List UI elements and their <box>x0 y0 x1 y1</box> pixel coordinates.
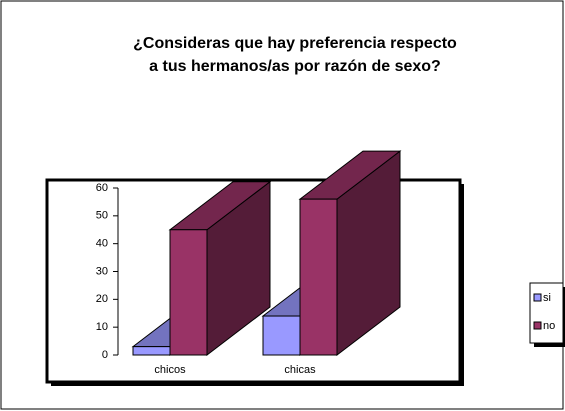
y-tick-label: 50 <box>96 210 108 222</box>
chart-title: ¿Consideras que hay preferencia respecto… <box>133 35 457 75</box>
bar <box>168 180 272 357</box>
x-tick-label: chicas <box>284 364 316 376</box>
bar-front <box>299 198 338 356</box>
bar-front <box>169 229 208 356</box>
legend-label: si <box>543 292 551 304</box>
bar <box>298 150 402 357</box>
y-tick-label: 30 <box>96 265 108 277</box>
bar-front <box>132 346 171 356</box>
legend-swatch <box>533 293 542 302</box>
y-tick-label: 20 <box>96 293 108 305</box>
bars <box>131 150 402 357</box>
y-tick-label: 40 <box>96 238 108 250</box>
legend <box>529 282 564 344</box>
legend-label: no <box>543 320 555 332</box>
y-tick-label: 60 <box>96 182 108 194</box>
y-tick-label: 10 <box>96 321 108 333</box>
bar-front <box>262 315 301 356</box>
legend-swatch <box>533 321 542 330</box>
x-tick-label: chicos <box>154 364 186 376</box>
y-tick-label: 0 <box>102 349 108 361</box>
